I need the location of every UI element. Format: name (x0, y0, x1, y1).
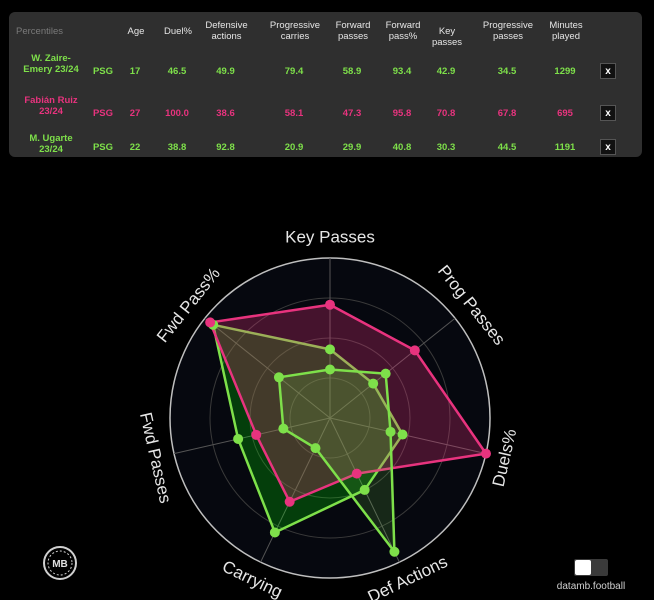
series-area (277, 368, 396, 554)
team-name: PSG (92, 142, 114, 153)
age-value: 27 (129, 108, 141, 119)
series-point (233, 433, 244, 444)
datamb-logo: MB (43, 546, 77, 580)
axis-label: Duels% (489, 427, 521, 488)
series-point (385, 426, 396, 437)
stat-value: 42.9 (436, 66, 456, 77)
series-point (368, 378, 379, 389)
remove-player-button[interactable]: x (600, 139, 616, 155)
radar-spoke (260, 417, 331, 563)
series-point (251, 429, 262, 440)
header-6: Forward pass% (385, 20, 421, 42)
stat-value: 20.9 (284, 142, 304, 153)
age-value: 22 (129, 142, 141, 153)
axis-label: Fwd Passes (136, 411, 175, 506)
header-8: Progressive passes (482, 20, 534, 42)
radar-spoke (329, 417, 487, 455)
stat-value: 30.3 (436, 142, 456, 153)
stat-value: 47.3 (342, 108, 362, 119)
player-name: W. Zaire-Emery 23/24 (23, 53, 79, 75)
series-area (211, 323, 404, 534)
axis-label: Key Passes (285, 227, 375, 246)
stat-value: 58.9 (342, 66, 362, 77)
player-name: M. Ugarte 23/24 (29, 133, 73, 155)
stat-value: 29.9 (342, 142, 362, 153)
radar-spoke (204, 317, 331, 419)
stat-value: 1299 (554, 66, 576, 77)
stat-value: 95.8 (392, 108, 412, 119)
series-point (480, 448, 491, 459)
series-point (278, 423, 289, 434)
series-point (389, 546, 400, 557)
series-point (310, 443, 321, 454)
series-point (205, 317, 216, 328)
header-9: Minutes played (549, 20, 583, 42)
footer-credit: datamb.football (556, 581, 626, 592)
header-0: Percentiles (16, 26, 63, 37)
series-point (269, 527, 280, 538)
stat-value: 67.8 (497, 108, 517, 119)
header-1: Age (127, 26, 145, 37)
series-point (409, 345, 420, 356)
series-point (359, 484, 370, 495)
header-4: Progressive carries (269, 20, 321, 42)
header-3: Defensive actions (205, 20, 248, 42)
series-point (284, 496, 295, 507)
header-2: Duel% (164, 26, 192, 37)
theme-toggle[interactable] (574, 559, 608, 576)
stat-value: 40.8 (392, 142, 412, 153)
series-point (273, 372, 284, 383)
header-7: Key passes (431, 26, 463, 48)
stat-value: 100.0 (165, 108, 189, 119)
team-name: PSG (92, 108, 114, 119)
stat-value: 46.5 (167, 66, 187, 77)
stat-value: 49.9 (216, 66, 235, 77)
toggle-knob[interactable] (575, 560, 591, 575)
remove-player-button[interactable]: x (600, 63, 616, 79)
series-point (325, 364, 335, 375)
series-point (325, 344, 335, 355)
comparison-table: Percentiles Age Duel% Defensive actions Prog… (9, 12, 642, 157)
player-name: Fabián Ruiz 23/24 (24, 95, 78, 117)
stat-value: 92.8 (216, 142, 235, 153)
stat-value: 34.5 (497, 66, 517, 77)
logo-text: MB (52, 559, 68, 570)
team-name: PSG (92, 66, 114, 77)
stat-value: 93.4 (392, 66, 412, 77)
stat-value: 58.1 (284, 108, 304, 119)
stat-value: 38.8 (167, 142, 187, 153)
stat-value: 70.8 (436, 108, 456, 119)
age-value: 17 (129, 66, 141, 77)
stat-value: 44.5 (497, 142, 517, 153)
radar-spoke (329, 317, 456, 419)
stat-value: 1191 (554, 142, 576, 153)
stat-value: 79.4 (284, 66, 304, 77)
stat-value: 38.6 (216, 108, 235, 119)
series-point (397, 429, 408, 440)
series-point (351, 468, 362, 479)
stat-value: 695 (557, 108, 573, 119)
series-point (325, 299, 335, 310)
series-point (380, 368, 391, 379)
remove-player-button[interactable]: x (600, 105, 616, 121)
header-5: Forward passes (335, 20, 371, 42)
